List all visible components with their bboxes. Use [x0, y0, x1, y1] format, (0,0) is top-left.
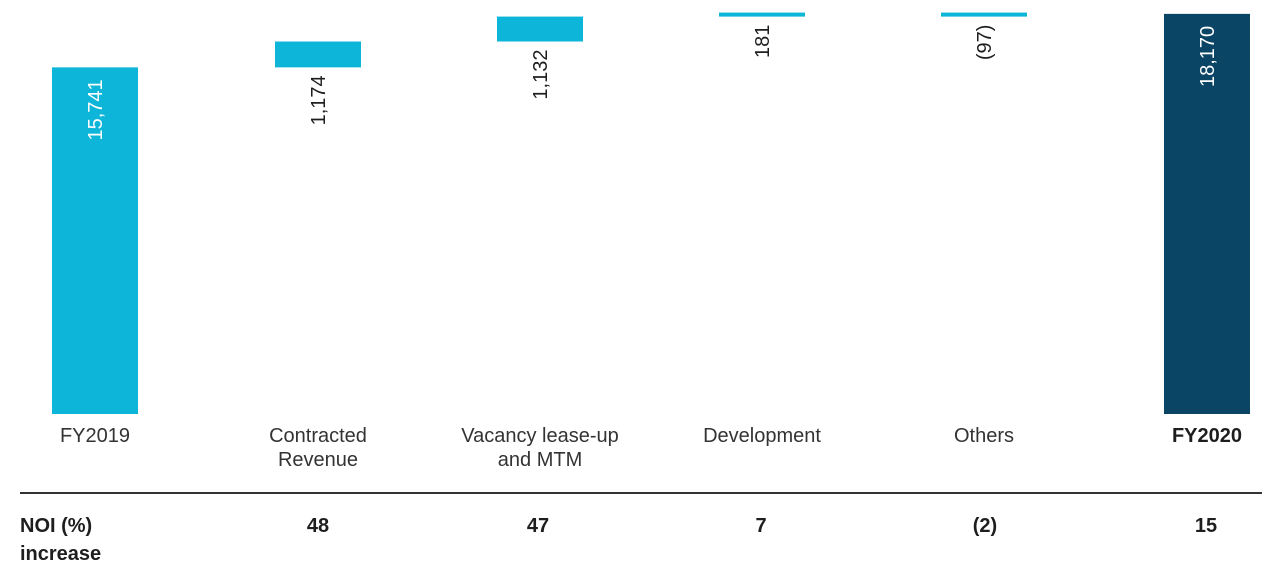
- value-labels-group: 15,741 1,174 1,132 181 (97) 18,170: [85, 25, 1219, 141]
- footer-value-vacancy: 47: [526, 515, 550, 537]
- category-label-line-0-0: FY2019: [60, 425, 130, 447]
- category-label-line-1-0: Contracted: [269, 425, 367, 447]
- footer-value-contracted: 48: [306, 515, 330, 537]
- footer-title: NOI (%) increase: [20, 512, 180, 568]
- bar-2: [497, 16, 583, 42]
- bars-group: [52, 12, 1250, 414]
- value-label-3: 181: [752, 25, 774, 58]
- bar-0: [52, 67, 138, 414]
- value-label-5: 18,170: [1197, 26, 1219, 87]
- category-label-line-5-0: FY2020: [1172, 425, 1242, 447]
- category-label-line-2-0: Vacancy lease-up: [461, 425, 619, 447]
- bar-4: [941, 12, 1027, 17]
- category-label-line-4-0: Others: [954, 425, 1014, 447]
- footer-title-line2: increase: [20, 543, 102, 565]
- value-label-0: 15,741: [85, 79, 107, 140]
- footer-title-line1: NOI (%): [20, 515, 93, 537]
- category-label-0: FY2019: [60, 425, 130, 447]
- category-label-2: Vacancy lease-up and MTM: [461, 425, 619, 471]
- category-label-line-2-1: and MTM: [498, 449, 582, 471]
- category-label-1: Contracted Revenue: [269, 425, 367, 471]
- bar-5: [1164, 13, 1250, 414]
- category-label-4: Others: [954, 425, 1014, 447]
- footer-value-fy2020: 15: [1194, 515, 1218, 537]
- value-label-4: (97): [974, 25, 996, 61]
- category-label-5: FY2020: [1172, 425, 1242, 447]
- bar-1: [275, 41, 361, 68]
- footer-value-others: (2): [972, 515, 998, 537]
- footer-value-development: 7: [755, 515, 767, 537]
- category-labels-group: FY2019 Contracted Revenue Vacancy lease-up a…: [60, 425, 1242, 471]
- category-label-line-3-0: Development: [703, 425, 821, 447]
- category-label-line-1-1: Revenue: [278, 449, 358, 471]
- value-label-2: 1,132: [530, 50, 552, 100]
- value-label-1: 1,174: [308, 75, 330, 125]
- category-label-3: Development: [703, 425, 821, 447]
- bar-3: [719, 12, 805, 17]
